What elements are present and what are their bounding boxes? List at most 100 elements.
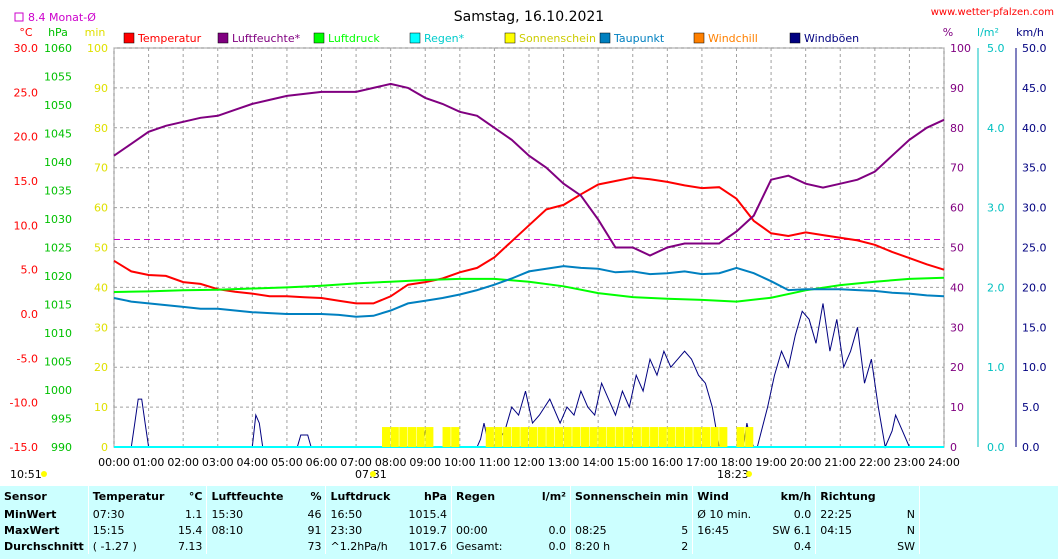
legend-swatch-icon <box>123 32 135 44</box>
humidity-tick-label: 70 <box>950 162 964 175</box>
hdr-press-unit: hPa <box>423 489 447 503</box>
rain-unit-label: l/m² <box>977 26 999 39</box>
humidity-tick-label: 10 <box>950 401 964 414</box>
wind-tick-label: 15.0 <box>1022 321 1047 334</box>
sun-tick-label: 50 <box>94 242 108 255</box>
sunshine-bar <box>451 427 460 447</box>
sun-tick-label: 40 <box>94 281 108 294</box>
legend-label: Windböen <box>804 32 859 45</box>
sunshine-bar <box>598 427 607 447</box>
stats-cell: MaxWert <box>4 523 60 537</box>
pressure-tick-label: 1035 <box>44 185 72 198</box>
site-url: www.wetter-pfalzen.com <box>931 7 1054 18</box>
stats-cell: 04:15 <box>815 522 879 538</box>
pressure-tick-label: 1040 <box>44 156 72 169</box>
x-tick-label: 14:00 <box>582 456 614 469</box>
stats-cell: 7.13 <box>177 539 203 553</box>
sunshine-bar <box>390 427 399 447</box>
stats-cell: ^1.2hPa/h <box>325 538 405 554</box>
stats-cell <box>661 506 693 522</box>
series-line-luftfeuchte <box>113 82 945 257</box>
sunshine-bar <box>684 427 693 447</box>
sunshine-bar <box>382 427 391 447</box>
pressure-tick-label: 1055 <box>44 71 72 84</box>
stats-cell: ( -1.27 ) <box>87 538 169 554</box>
stats-panel: Sensor Temperatur °C Luftfeuchte % Luftd… <box>0 486 1058 559</box>
stats-cell: 8:20 h <box>569 538 661 554</box>
hdr-rain-unit: l/m² <box>541 489 566 503</box>
monthly-avg-label: 8.4 Monat-Ø <box>28 11 96 24</box>
humidity-tick-label: 30 <box>950 321 964 334</box>
hdr-sensor: Sensor <box>4 489 47 503</box>
stats-table: Sensor Temperatur °C Luftfeuchte % Luftd… <box>0 486 1058 554</box>
stats-cell: 07:30 <box>87 506 169 522</box>
stats-cell: 15:15 <box>87 522 169 538</box>
stats-cell: 15:30 <box>206 506 288 522</box>
sunshine-bar <box>745 427 754 447</box>
legend-swatch-icon <box>313 32 325 44</box>
legend-swatch-icon <box>409 32 421 44</box>
x-tick-label: 09:00 <box>409 456 441 469</box>
pressure-tick-label: 995 <box>51 413 72 426</box>
stats-cell: N <box>906 523 915 537</box>
temp-tick-label: -10.0 <box>10 397 38 410</box>
rain-tick-label: 4.0 <box>987 122 1005 135</box>
series-line-taupunkt <box>113 265 945 318</box>
sunshine-bar <box>624 427 633 447</box>
legend-label: Temperatur <box>137 32 202 45</box>
humidity-tick-label: 80 <box>950 122 964 135</box>
sunshine-bar <box>632 427 641 447</box>
hdr-press: Luftdruck <box>325 486 405 506</box>
stats-cell: 1015.4 <box>408 507 447 521</box>
temp-tick-label: 0.0 <box>21 308 39 321</box>
rain-tick-label: 1.0 <box>987 361 1005 374</box>
sun-unit-label: min <box>85 26 106 39</box>
sunshine-bar <box>615 427 624 447</box>
x-tick-label: 00:00 <box>98 456 130 469</box>
legend-swatch-icon <box>504 32 516 44</box>
sunset-label: 18:23 <box>717 468 749 481</box>
x-tick-label: 06:00 <box>306 456 338 469</box>
stats-cell: 08:25 <box>569 522 661 538</box>
sunshine-bar <box>572 427 581 447</box>
stats-cell: 1019.7 <box>408 523 447 537</box>
stats-cell: N <box>906 507 915 521</box>
pressure-tick-label: 1000 <box>44 384 72 397</box>
sunshine-bar <box>667 427 676 447</box>
stats-cell: 91 <box>307 523 322 537</box>
hdr-wind-unit: km/h <box>780 489 812 503</box>
sunshine-bar <box>693 427 702 447</box>
sunshine-bar <box>641 427 650 447</box>
pressure-tick-label: 1010 <box>44 327 72 340</box>
sunshine-bar <box>580 427 590 447</box>
temp-tick-label: 20.0 <box>14 131 39 144</box>
pressure-tick-label: 1025 <box>44 242 72 255</box>
x-tick-label: 02:00 <box>167 456 199 469</box>
sunshine-bar <box>511 427 520 447</box>
humidity-tick-label: 60 <box>950 202 964 215</box>
rain-tick-label: 5.0 <box>987 42 1005 55</box>
legend-label: Taupunkt <box>613 32 665 45</box>
sun-tick-label: 90 <box>94 82 108 95</box>
legend-label: Sonnenschein <box>519 32 596 45</box>
plot-area <box>113 82 945 449</box>
time-marker-left: 10:51 <box>10 468 42 481</box>
x-tick-label: 01:00 <box>133 456 165 469</box>
sun-tick-label: 20 <box>94 361 108 374</box>
stats-cell: 0.4 <box>793 539 812 553</box>
legend-swatch-icon <box>217 32 229 44</box>
x-tick-label: 22:00 <box>859 456 891 469</box>
stats-cell: 0.0 <box>548 523 566 537</box>
humidity-tick-label: 100 <box>950 42 971 55</box>
wind-tick-label: 50.0 <box>1022 42 1047 55</box>
x-tick-label: 07:00 <box>340 456 372 469</box>
hdr-dir: Richtung <box>815 486 920 506</box>
humidity-tick-label: 50 <box>950 242 964 255</box>
hdr-rain: Regen <box>450 486 526 506</box>
sunshine-bar <box>485 427 494 447</box>
sunshine-bar <box>650 427 659 447</box>
sunshine-bar <box>442 427 451 447</box>
rain-tick-label: 3.0 <box>987 202 1005 215</box>
rain-tick-label: 2.0 <box>987 281 1005 294</box>
sunshine-bar <box>589 427 598 447</box>
